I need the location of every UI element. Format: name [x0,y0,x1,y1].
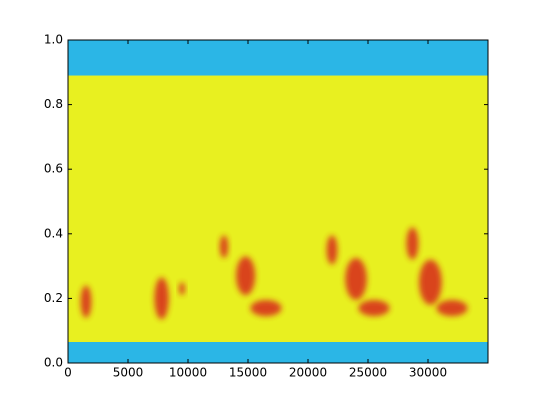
spot [154,277,169,320]
x-tick-label: 15000 [229,366,267,380]
y-tick-label: 0.0 [44,356,63,370]
frame [67,39,489,364]
spot [219,235,229,259]
y-tick-label: 1.0 [44,33,63,47]
y-tick-label: 0.2 [44,291,63,305]
spot [345,258,367,301]
band [68,75,488,343]
y-tick-label: 0.8 [44,97,63,111]
x-tick-label: 0 [64,366,72,380]
spot [406,227,419,260]
x-tick-label: 5000 [113,366,144,380]
x-tick-label: 10000 [169,366,207,380]
spot [80,285,92,318]
band [68,40,488,76]
spot [236,256,256,296]
spot [358,300,390,317]
spot [250,300,282,317]
spot [179,282,185,296]
spot [419,259,442,305]
spot [436,300,468,317]
x-tick-label: 20000 [289,366,327,380]
x-tick-label: 25000 [349,366,387,380]
y-tick-label: 0.6 [44,162,63,176]
spot [326,235,338,265]
y-tick-label: 0.4 [44,226,63,240]
x-tick-label: 30000 [409,366,447,380]
band [68,342,488,363]
